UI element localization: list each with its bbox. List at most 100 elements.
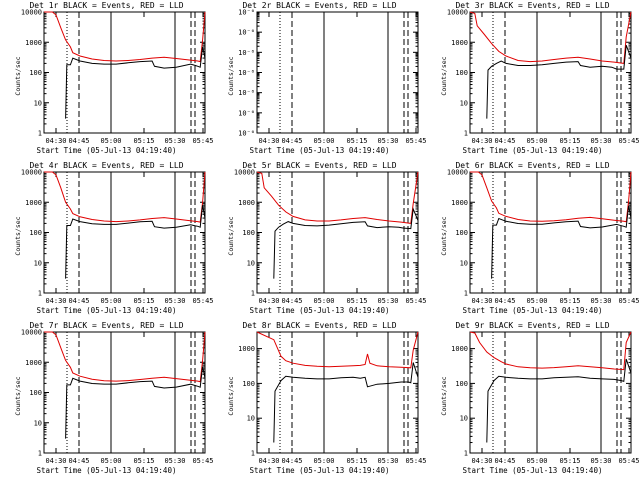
y-tick-label: 100 [455, 69, 468, 77]
panel-title: Det 6r BLACK = Events, RED = LLD [455, 161, 610, 170]
plot-frame [256, 171, 419, 294]
panel-title: Det 7r BLACK = Events, RED = LLD [29, 321, 184, 330]
panel-title: Det 3r BLACK = Events, RED = LLD [455, 1, 610, 10]
y-tick-label: 10⁻⁰ [238, 9, 255, 17]
y-tick-label: 10000 [21, 9, 42, 17]
x-tick-label: 04:45 [68, 297, 89, 305]
panel-title: Det 9r BLACK = Events, RED = LLD [455, 321, 610, 330]
y-tick-label: 10 [34, 419, 42, 427]
x-tick-label: 04:30 [45, 297, 66, 305]
panel-title: Det 1r BLACK = Events, RED = LLD [29, 1, 184, 10]
x-tick-label: 05:00 [526, 297, 547, 305]
x-tick-label: 05:15 [133, 297, 154, 305]
lld-series-line [44, 11, 206, 63]
detector-panel-7: Det 7r BLACK = Events, RED = LLD Counts/s… [0, 320, 214, 480]
y-tick-label: 1 [464, 130, 468, 138]
y-tick-label: 1 [38, 450, 42, 458]
chart-svg: 1 10 100 1000 10000 04:30 04:45 05:00 05:15 05:30… [21, 169, 214, 306]
x-tick-label: 05:00 [313, 457, 334, 465]
x-tick-label: 04:30 [45, 457, 66, 465]
x-tick-label: 04:30 [471, 137, 492, 145]
y-tick-label: 10 [460, 415, 468, 423]
plot-frame [469, 331, 632, 454]
x-tick-label: 05:45 [405, 137, 426, 145]
y-tick-label: 1000 [25, 39, 42, 47]
x-tick-label: 04:45 [494, 137, 515, 145]
y-tick-label: 10⁻⁰ [238, 89, 255, 97]
x-tick-label: 04:30 [471, 457, 492, 465]
x-tick-label: 05:45 [618, 457, 639, 465]
y-tick-label: 1 [251, 450, 255, 458]
x-tick-label: 05:00 [313, 137, 334, 145]
y-tick-label: 10000 [21, 329, 42, 337]
y-tick-label: 1000 [25, 199, 42, 207]
x-tick-label: 04:30 [45, 137, 66, 145]
x-tick-label: 05:15 [346, 457, 367, 465]
y-tick-label: 100 [455, 229, 468, 237]
x-tick-label: 05:15 [346, 137, 367, 145]
x-tick-label: 05:30 [590, 137, 611, 145]
panel-title: Det 4r BLACK = Events, RED = LLD [29, 161, 184, 170]
x-tick-label: 05:45 [192, 137, 213, 145]
x-tick-label: 05:15 [559, 137, 580, 145]
detector-panel-9: Det 9r BLACK = Events, RED = LLD Counts/s… [426, 320, 640, 480]
x-tick-label: 05:30 [377, 457, 398, 465]
y-tick-label: 1000 [25, 359, 42, 367]
y-tick-label: 1000 [451, 199, 468, 207]
x-tick-label: 05:45 [192, 297, 213, 305]
plot-frame [469, 171, 632, 294]
y-tick-label: 10⁻⁰ [238, 69, 255, 77]
x-axis-title: Start Time (05-Jul-13 04:19:40) [36, 466, 177, 475]
y-tick-label: 10 [34, 259, 42, 267]
x-tick-label: 05:45 [405, 457, 426, 465]
lld-series-line [256, 171, 419, 224]
y-tick-label: 1000 [238, 199, 255, 207]
detector-panel-4: Det 4r BLACK = Events, RED = LLD Counts/s… [0, 160, 214, 320]
plot-frame [43, 11, 206, 134]
y-tick-label: 1 [38, 290, 42, 298]
x-tick-label: 05:15 [346, 297, 367, 305]
x-tick-label: 05:30 [590, 457, 611, 465]
plot-frame [256, 331, 419, 454]
x-tick-label: 05:00 [100, 457, 121, 465]
lld-series-line [469, 331, 632, 371]
x-tick-label: 04:30 [258, 297, 279, 305]
x-axis-title: Start Time (05-Jul-13 04:19:40) [36, 146, 177, 155]
x-axis-title: Start Time (05-Jul-13 04:19:40) [249, 146, 390, 155]
x-tick-label: 04:45 [68, 137, 89, 145]
x-tick-label: 04:45 [68, 457, 89, 465]
y-tick-label: 10⁻⁰ [238, 130, 255, 138]
events-series-line [65, 205, 206, 279]
chart-svg: 1 10 100 1000 04:30 04:45 05:00 05:15 05:30 05:45 [238, 331, 427, 465]
x-tick-label: 05:00 [313, 297, 334, 305]
plot-frame [43, 171, 206, 294]
y-tick-label: 100 [455, 380, 468, 388]
chart-svg: 1 10 100 1000 10000 04:30 04:45 05:00 05:15 05:30… [21, 329, 214, 466]
lld-series-line [256, 331, 419, 369]
events-series-line [65, 46, 206, 119]
detector-panel-2: Det 2r BLACK = Events, RED = LLD Counts/s… [213, 0, 427, 160]
lld-series-line [470, 171, 632, 223]
x-tick-label: 05:30 [377, 137, 398, 145]
y-tick-label: 1 [464, 290, 468, 298]
y-tick-label: 100 [29, 389, 42, 397]
x-axis-title: Start Time (05-Jul-13 04:19:40) [249, 306, 390, 315]
x-tick-label: 05:00 [526, 457, 547, 465]
chart-svg: 1 10 100 1000 10000 04:30 04:45 05:00 05:15 05:30… [21, 9, 214, 146]
chart-svg: 1 10 100 1000 10000 04:30 04:45 05:00 05:15 05:30… [234, 169, 427, 306]
y-tick-label: 10000 [234, 169, 255, 177]
chart-svg: 1 10 100 1000 10000 04:30 04:45 05:00 05:15 05:30… [447, 9, 640, 146]
x-tick-label: 05:30 [377, 297, 398, 305]
detector-panel-8: Det 8r BLACK = Events, RED = LLD Counts/s… [213, 320, 427, 480]
events-series-line [486, 358, 632, 443]
y-tick-label: 1000 [451, 345, 468, 353]
x-tick-label: 04:30 [471, 297, 492, 305]
x-axis-title: Start Time (05-Jul-13 04:19:40) [36, 306, 177, 315]
x-tick-label: 05:45 [618, 297, 639, 305]
y-tick-label: 10000 [447, 169, 468, 177]
y-tick-label: 1 [251, 290, 255, 298]
y-tick-label: 100 [242, 229, 255, 237]
x-tick-label: 05:30 [164, 297, 185, 305]
x-tick-label: 04:30 [258, 137, 279, 145]
